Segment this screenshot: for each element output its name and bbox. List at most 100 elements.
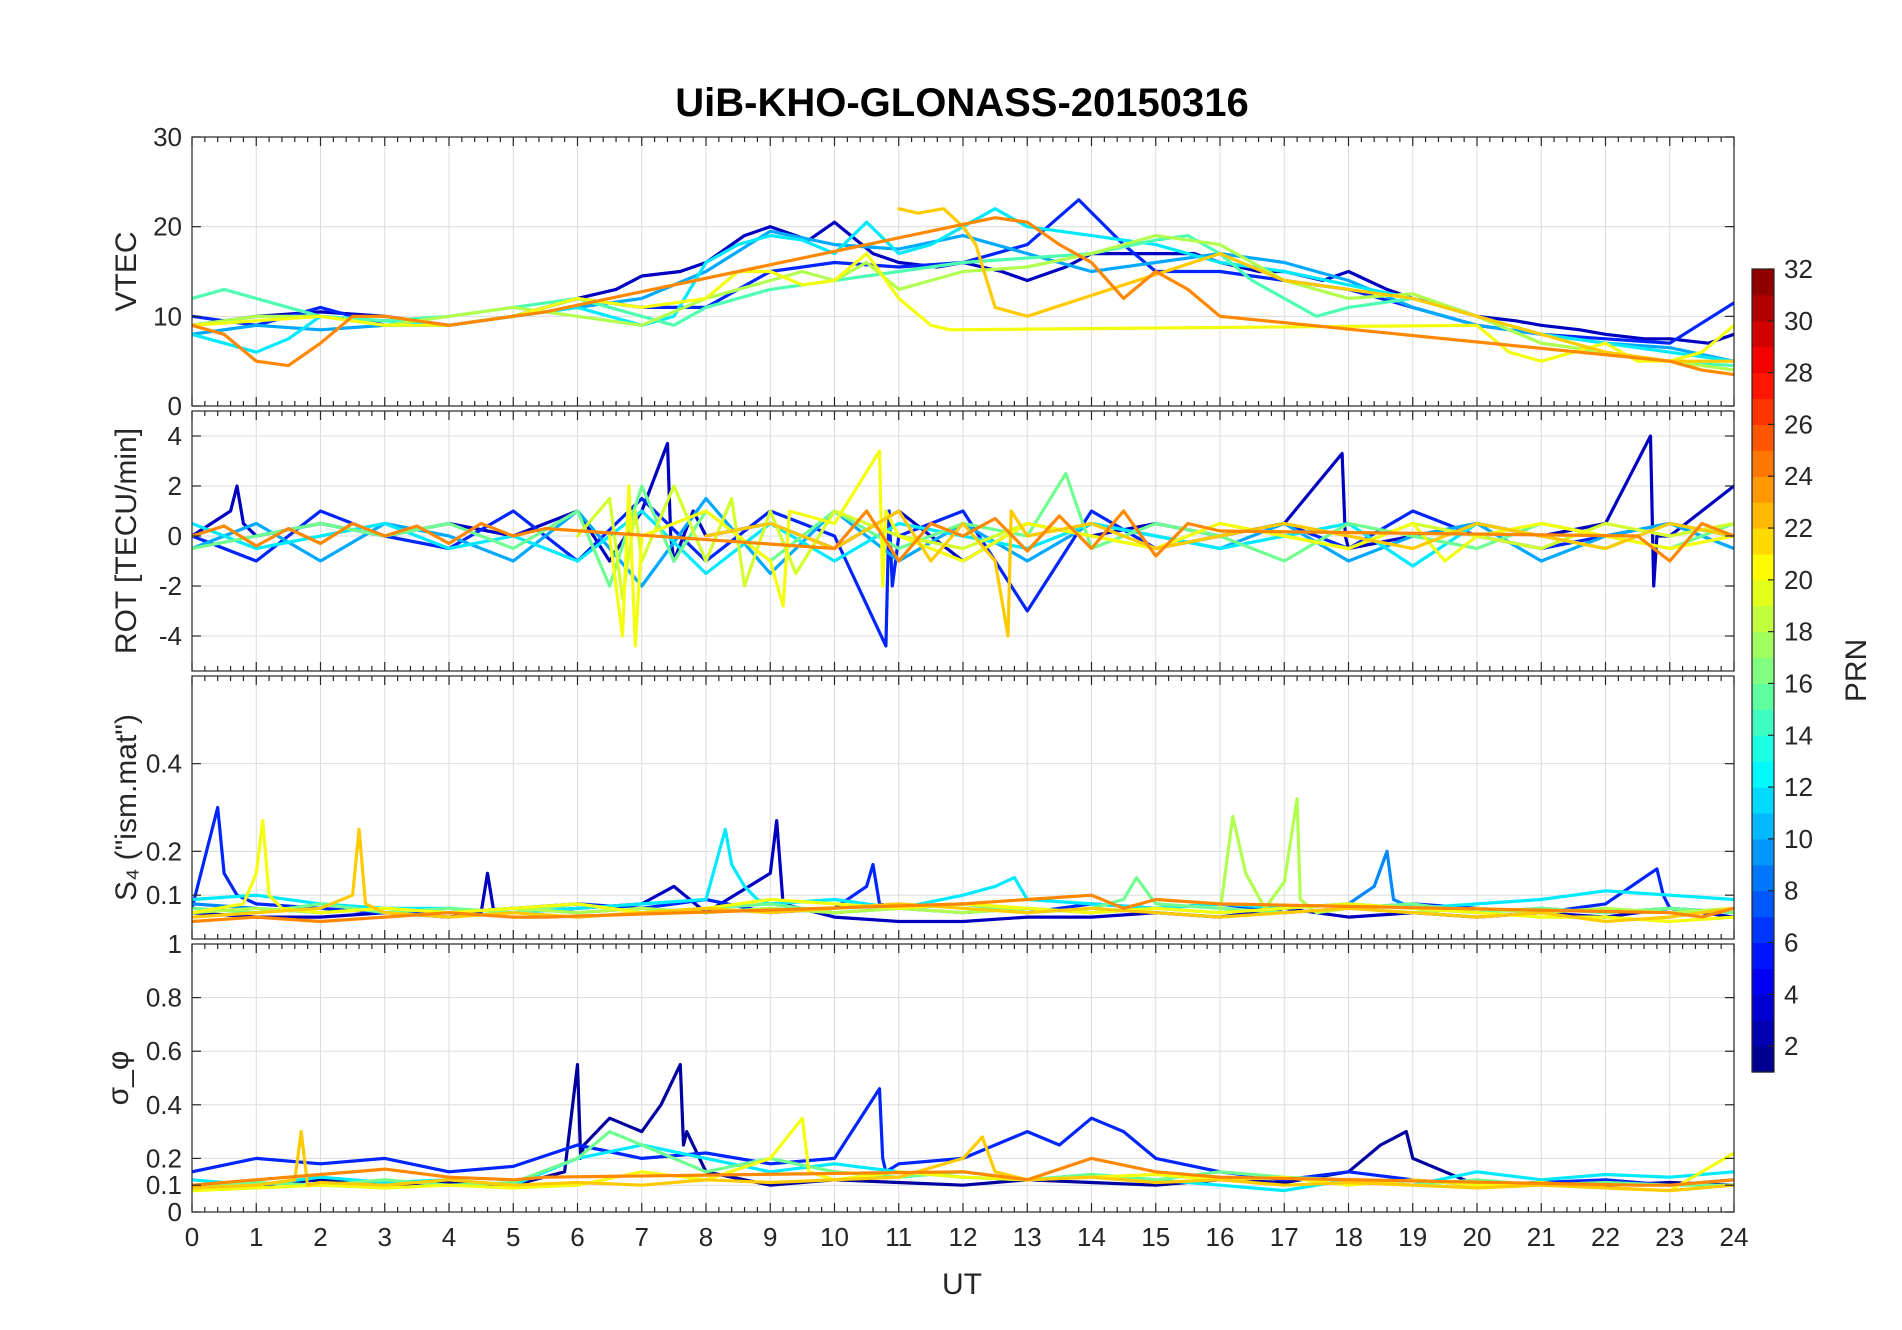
colorbar-segment xyxy=(1752,476,1774,503)
x-tick-label: 6 xyxy=(570,1222,584,1252)
colorbar-tick-label: 12 xyxy=(1784,772,1813,802)
colorbar-segment xyxy=(1752,553,1774,581)
colorbar-frame xyxy=(1751,268,1775,1073)
colorbar-tick-label: 14 xyxy=(1784,720,1813,750)
colorbar-segment xyxy=(1752,631,1774,659)
x-tick-label: 19 xyxy=(1398,1222,1427,1252)
x-tick-label: 1 xyxy=(249,1222,263,1252)
y-tick-label: 1 xyxy=(168,929,182,959)
x-tick-label: 18 xyxy=(1334,1222,1363,1252)
x-tick-label: 10 xyxy=(820,1222,849,1252)
colorbar-segment xyxy=(1752,269,1774,296)
y-tick-label: 20 xyxy=(153,212,182,242)
colorbar-segment xyxy=(1752,450,1774,477)
x-tick-label: 24 xyxy=(1720,1222,1749,1252)
colorbar-segment xyxy=(1752,864,1774,892)
colorbar-tick-label: 20 xyxy=(1784,565,1813,595)
y-axis-label: σ_φ xyxy=(102,1051,135,1106)
x-tick-label: 20 xyxy=(1463,1222,1492,1252)
colorbar-segment xyxy=(1752,709,1774,736)
series-line-prn-6 xyxy=(192,496,1734,648)
series-line-prn-16 xyxy=(192,471,1734,588)
x-tick-label: 3 xyxy=(378,1222,392,1252)
colorbar-segment xyxy=(1752,942,1774,969)
panel-1: 0 10 20 30 VTEC xyxy=(110,122,1735,421)
colorbar-segment xyxy=(1752,994,1774,1021)
y-tick-label: 0.4 xyxy=(146,1090,182,1120)
y-tick-label: 4 xyxy=(168,421,182,451)
y-axis-label: ROT [TECU/min] xyxy=(110,428,143,654)
x-tick-label: 4 xyxy=(442,1222,456,1252)
series-group xyxy=(192,434,1734,648)
x-tick-label: 22 xyxy=(1591,1222,1620,1252)
series-line-prn-24 xyxy=(192,893,1734,924)
colorbar-segment xyxy=(1752,372,1774,400)
y-tick-label: 0 xyxy=(168,521,182,551)
panel-2: -4 -2 0 2 4 ROT [TECU/min] xyxy=(110,410,1735,672)
x-tick-label: 13 xyxy=(1013,1222,1042,1252)
x-tick-label: 15 xyxy=(1141,1222,1170,1252)
series-group xyxy=(192,1062,1734,1193)
y-tick-label: 2 xyxy=(168,471,182,501)
colorbar-segment xyxy=(1752,398,1774,426)
y-tick-label: -4 xyxy=(159,621,182,651)
colorbar-tick-label: 10 xyxy=(1784,824,1813,854)
colorbar-tick-label: 2 xyxy=(1784,1031,1798,1061)
colorbar-tick-label: 18 xyxy=(1784,617,1813,647)
colorbar-segment xyxy=(1752,579,1774,607)
x-tick-label: 21 xyxy=(1527,1222,1556,1252)
colorbar-segment xyxy=(1752,424,1774,451)
colorbar-segment xyxy=(1752,320,1774,348)
y-tick-label: 0.1 xyxy=(146,1170,182,1200)
series-line-prn-20 xyxy=(192,818,1734,924)
series-line-prn-15 xyxy=(192,234,1734,368)
series-group xyxy=(192,198,1734,377)
colorbar-tick-label: 8 xyxy=(1784,876,1798,906)
colorbar-segment xyxy=(1752,1046,1774,1073)
colorbar-segment xyxy=(1752,761,1774,788)
x-axis: 0 1 2 3 4 5 6 7 8 9 10 11 12 13 14 15 16 17 18 19 20 21 22 23 24 xyxy=(185,1222,1749,1252)
y-tick-label: 0.8 xyxy=(146,983,182,1013)
y-tick-label: 0.2 xyxy=(146,836,182,866)
colorbar-segment xyxy=(1752,657,1774,685)
series-line-prn-24 xyxy=(192,509,1734,563)
x-tick-label: 8 xyxy=(699,1222,713,1252)
x-tick-label: 11 xyxy=(885,1222,912,1252)
colorbar-segment xyxy=(1752,605,1774,633)
colorbar-tick-label: 30 xyxy=(1784,306,1813,336)
series-group xyxy=(192,797,1734,924)
colorbar-segment xyxy=(1752,502,1774,529)
y-tick-label: 10 xyxy=(153,301,182,331)
colorbar-segment xyxy=(1752,528,1774,555)
colorbar-segment xyxy=(1752,968,1774,995)
colorbar-segment xyxy=(1752,735,1774,762)
y-tick-label: 0 xyxy=(168,1197,182,1227)
colorbar-tick-label: 22 xyxy=(1784,513,1813,543)
y-tick-label: 0.2 xyxy=(146,1143,182,1173)
x-tick-label: 2 xyxy=(313,1222,327,1252)
y-tick-label: 0.4 xyxy=(146,749,182,779)
series-line-prn-22 xyxy=(192,1129,1734,1193)
x-tick-label: 16 xyxy=(1206,1222,1235,1252)
colorbar-tick-label: 24 xyxy=(1784,461,1813,491)
colorbar-segment xyxy=(1752,294,1774,322)
colorbar-tick-label: 28 xyxy=(1784,358,1813,388)
colorbar-segment xyxy=(1752,838,1774,866)
panel-3: 0.1 0.2 0.4S₄ ("ism.mat") xyxy=(110,675,1735,940)
series-line-prn-24 xyxy=(192,1156,1734,1187)
y-axis-label: VTEC xyxy=(110,231,143,311)
colorbar-label: PRN xyxy=(1840,639,1873,702)
colorbar-segment xyxy=(1752,890,1774,918)
colorbar-tick-label: 32 xyxy=(1784,254,1813,284)
y-tick-label: 0.6 xyxy=(146,1036,182,1066)
y-tick-label: -2 xyxy=(159,571,182,601)
panel-4: 00.10.2 0.4 0.6 0.8 1 σ_φ xyxy=(102,929,1735,1227)
x-tick-label: 17 xyxy=(1270,1222,1299,1252)
series-line-prn-20 xyxy=(607,449,1734,648)
y-tick-label: 30 xyxy=(153,122,182,152)
colorbar-segment xyxy=(1752,916,1774,944)
colorbar-segment xyxy=(1752,1020,1774,1047)
